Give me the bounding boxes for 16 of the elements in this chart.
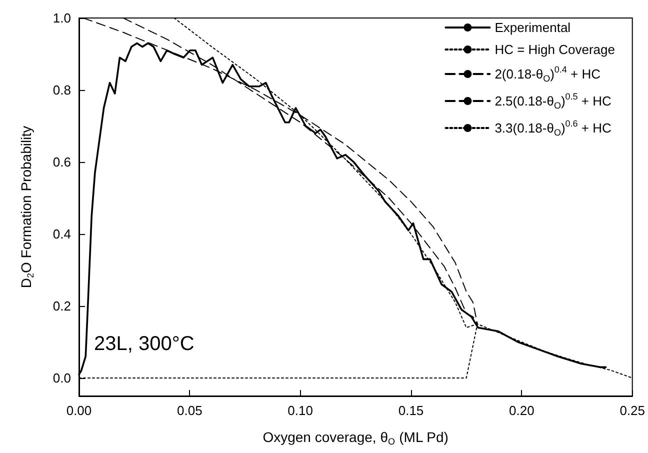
y-tick-label: 0.8 xyxy=(52,82,71,98)
x-tick-label: 0.20 xyxy=(509,403,534,418)
y-tick-label: 0.2 xyxy=(52,298,71,314)
x-tick-label: 0.10 xyxy=(288,403,313,418)
y-tick-label: 0.0 xyxy=(52,370,71,386)
y-tick-label: 0.6 xyxy=(52,154,71,170)
legend-label: HC = High Coverage xyxy=(494,42,616,57)
x-tick-label: 0.15 xyxy=(398,403,424,418)
y-tick-label: 0.4 xyxy=(52,226,71,242)
legend-label: Experimental xyxy=(494,20,571,35)
x-tick-label: 0.25 xyxy=(620,403,646,418)
x-tick-label: 0.05 xyxy=(177,403,202,418)
y-axis-title: D2O Formation Probability xyxy=(18,126,36,288)
annotation: 23L, 300°C xyxy=(94,333,194,355)
x-tick-label: 0.00 xyxy=(66,403,92,418)
y-tick-label: 1.0 xyxy=(52,10,71,26)
